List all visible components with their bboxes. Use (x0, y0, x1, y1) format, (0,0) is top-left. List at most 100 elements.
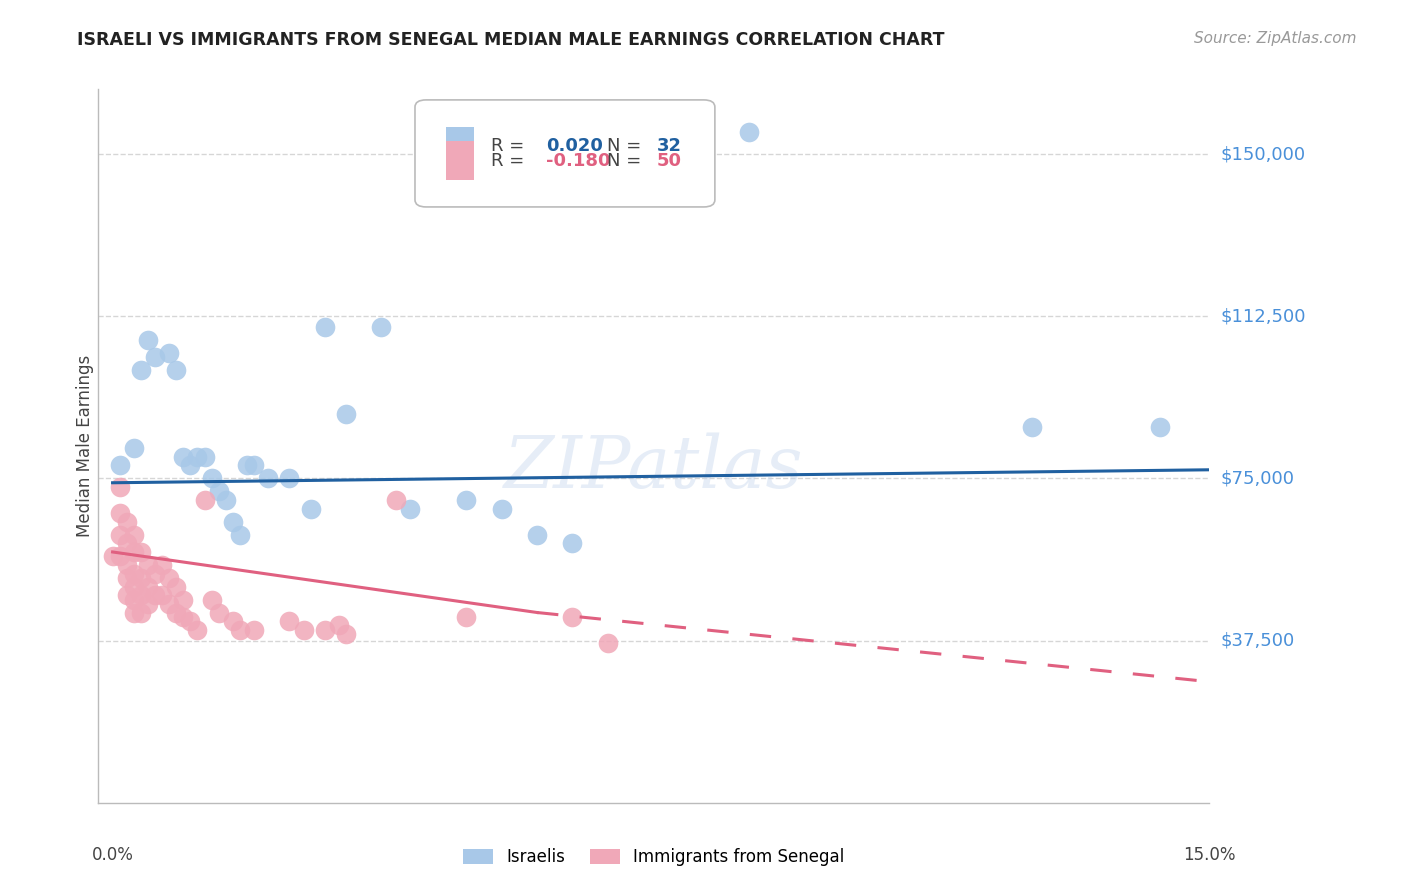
Point (122, 545, 145, 559)
Text: Source: ZipAtlas.com: Source: ZipAtlas.com (1194, 31, 1357, 46)
Point (122, 580, 145, 594)
Point (108, 506, 131, 520)
Point (384, 493, 406, 508)
Point (229, 527, 252, 541)
Point (179, 614, 201, 628)
Point (115, 558, 138, 572)
Text: ISRAELI VS IMMIGRANTS FROM SENEGAL MEDIAN MALE EARNINGS CORRELATION CHART: ISRAELI VS IMMIGRANTS FROM SENEGAL MEDIA… (77, 31, 945, 49)
Point (215, 493, 238, 508)
Point (136, 580, 159, 594)
Point (136, 558, 159, 572)
Point (456, 493, 478, 508)
Text: -0.180: -0.180 (546, 152, 610, 169)
Text: 15.0%: 15.0% (1182, 846, 1236, 863)
Point (172, 610, 194, 624)
Point (108, 458, 131, 473)
Point (157, 597, 180, 611)
Point (165, 580, 187, 594)
Point (201, 592, 224, 607)
Legend: Israelis, Immigrants from Senegal: Israelis, Immigrants from Senegal (463, 847, 845, 866)
Text: 0.020: 0.020 (546, 137, 603, 155)
Point (165, 606, 187, 620)
Text: $112,500: $112,500 (1220, 307, 1306, 326)
FancyBboxPatch shape (415, 100, 714, 207)
Point (108, 549, 131, 564)
Text: R =: R = (491, 152, 530, 169)
Point (236, 458, 259, 473)
Point (208, 484, 231, 499)
Text: $150,000: $150,000 (1220, 145, 1305, 163)
Point (193, 493, 215, 508)
Point (222, 614, 245, 628)
Point (278, 471, 301, 485)
Point (143, 566, 166, 581)
Point (108, 527, 131, 541)
Point (1149, 419, 1171, 434)
Point (143, 588, 166, 602)
Text: N =: N = (607, 137, 647, 155)
Point (172, 592, 194, 607)
Text: $37,500: $37,500 (1220, 632, 1295, 649)
Point (561, 610, 583, 624)
Point (229, 623, 252, 637)
Point (456, 610, 478, 624)
Point (129, 363, 152, 377)
FancyBboxPatch shape (446, 141, 474, 180)
Text: N =: N = (607, 152, 647, 169)
Point (186, 450, 208, 464)
Point (222, 515, 245, 529)
Point (596, 636, 619, 650)
Point (314, 623, 336, 637)
Point (136, 333, 159, 347)
Point (108, 480, 131, 494)
Point (165, 363, 187, 377)
Point (179, 458, 201, 473)
Point (257, 471, 280, 485)
Point (292, 623, 315, 637)
Point (122, 592, 145, 607)
Point (122, 606, 145, 620)
Point (115, 588, 138, 602)
Point (150, 588, 173, 602)
Point (122, 566, 145, 581)
Point (122, 441, 145, 455)
Point (335, 627, 357, 641)
Point (335, 407, 357, 421)
Text: R =: R = (491, 137, 530, 155)
Point (150, 558, 173, 572)
Point (143, 351, 166, 365)
Point (738, 125, 761, 139)
Point (157, 571, 180, 585)
Point (314, 320, 336, 334)
Point (526, 527, 548, 541)
Point (328, 618, 350, 632)
Point (186, 623, 208, 637)
Point (101, 549, 124, 564)
FancyBboxPatch shape (446, 127, 474, 166)
Point (208, 606, 231, 620)
Point (122, 527, 145, 541)
Point (491, 501, 513, 516)
Point (129, 545, 152, 559)
Point (129, 588, 152, 602)
Point (129, 606, 152, 620)
Point (115, 536, 138, 550)
Text: ZIPatlas: ZIPatlas (503, 432, 804, 503)
Point (172, 450, 194, 464)
Text: 50: 50 (657, 152, 682, 169)
Point (136, 597, 159, 611)
Point (299, 501, 322, 516)
Text: 32: 32 (657, 137, 682, 155)
Point (201, 471, 224, 485)
Point (193, 450, 215, 464)
Text: 0.0%: 0.0% (91, 846, 134, 863)
Y-axis label: Median Male Earnings: Median Male Earnings (76, 355, 94, 537)
Point (115, 571, 138, 585)
Point (370, 320, 392, 334)
Point (243, 458, 266, 473)
Point (243, 623, 266, 637)
Point (157, 346, 180, 360)
Point (561, 536, 583, 550)
Point (278, 614, 301, 628)
Point (398, 501, 420, 516)
